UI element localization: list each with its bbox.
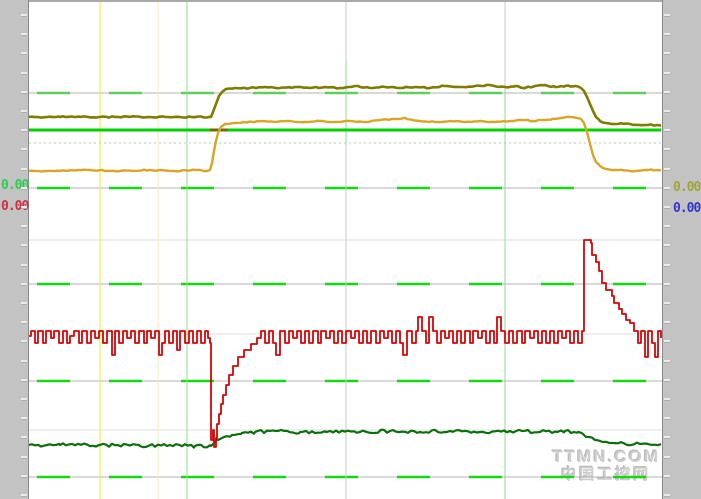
scale-tick: [21, 436, 27, 439]
scale-tick: [664, 360, 670, 363]
scale-tick: [21, 302, 27, 305]
scale-tick: [21, 244, 27, 247]
scale-tick: [664, 14, 670, 17]
scale-tick: [664, 91, 670, 94]
scale-tick: [21, 72, 27, 75]
scale-tick: [21, 14, 27, 17]
trace-dark-green: [29, 428, 662, 449]
scale-tick: [21, 91, 27, 94]
left-zero-label-green: 0.00: [1, 178, 29, 193]
scale-tick: [21, 283, 27, 286]
scale-tick: [21, 168, 27, 171]
scale-tick: [664, 225, 670, 228]
scale-tick: [664, 72, 670, 75]
scale-tick: [664, 33, 670, 36]
scale-tick: [664, 417, 670, 420]
scale-tick: [664, 264, 670, 267]
scale-tick: [664, 148, 670, 151]
scale-tick: [21, 187, 27, 190]
scale-tick: [21, 360, 27, 363]
scale-tick: [664, 436, 670, 439]
watermark-line1: TTMN.COM: [552, 447, 660, 466]
scale-tick: [664, 494, 670, 497]
scale-tick: [21, 398, 27, 401]
scale-tick: [664, 475, 670, 478]
right-zero-label-olive: 0.00: [673, 180, 701, 195]
scale-tick: [21, 456, 27, 459]
right-zero-label-blue: 0.00: [673, 201, 701, 216]
scale-tick: [21, 148, 27, 151]
scale-tick: [664, 206, 670, 209]
scale-tick: [21, 340, 27, 343]
scale-tick: [664, 110, 670, 113]
scale-tick: [21, 110, 27, 113]
scale-tick: [664, 187, 670, 190]
trace-amber: [29, 115, 662, 173]
scale-tick: [21, 33, 27, 36]
scale-tick: [21, 225, 27, 228]
plot-top-border: [29, 0, 662, 2]
left-scale-panel: 0.00 0.00: [0, 0, 29, 499]
scale-tick: [664, 283, 670, 286]
scale-tick: [21, 417, 27, 420]
scale-tick: [664, 456, 670, 459]
left-zero-label-red: 0.00: [1, 199, 29, 214]
scale-tick: [21, 129, 27, 132]
scale-tick: [21, 264, 27, 267]
trace-olive: [29, 83, 662, 127]
scale-tick: [664, 398, 670, 401]
scale-tick: [664, 168, 670, 171]
scale-tick: [21, 321, 27, 324]
right-scale-panel: 0.00 0.00: [662, 0, 701, 499]
scale-tick: [664, 129, 670, 132]
scale-tick: [664, 340, 670, 343]
scale-tick: [21, 494, 27, 497]
scale-tick: [21, 52, 27, 55]
scale-tick: [21, 379, 27, 382]
scale-tick: [664, 321, 670, 324]
trace-red: [29, 239, 662, 448]
scale-tick: [21, 475, 27, 478]
scale-tick: [664, 52, 670, 55]
scale-tick: [664, 244, 670, 247]
scale-tick: [664, 302, 670, 305]
scale-tick: [21, 206, 27, 209]
scale-tick: [664, 379, 670, 382]
